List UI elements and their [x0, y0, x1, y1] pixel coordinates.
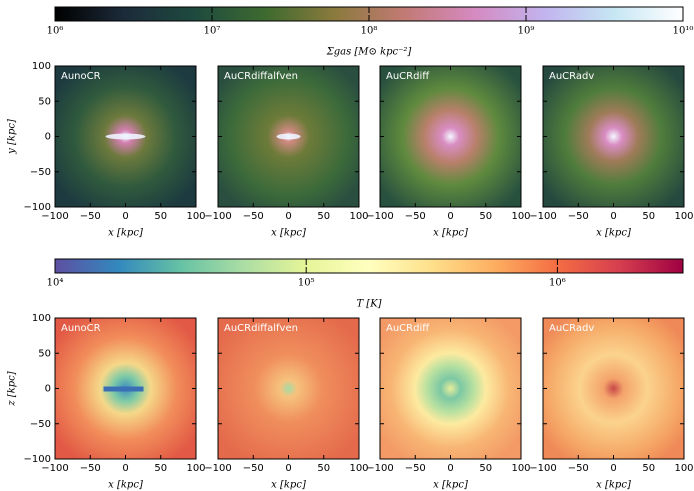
- panel-title: AuCRadv: [549, 323, 594, 334]
- y-tick-label: 100: [32, 313, 51, 324]
- x-tick-label: −50: [568, 211, 589, 222]
- colorbar-tick-label: 10⁸: [361, 26, 378, 37]
- disk: [106, 134, 146, 140]
- x-axis-label: x [kpc]: [108, 228, 143, 239]
- x-tick-label: 0: [122, 211, 128, 222]
- y-tick-label: −50: [30, 419, 51, 430]
- x-tick-label: −100: [366, 463, 393, 474]
- map-image: [543, 318, 684, 459]
- x-tick-label: 50: [154, 211, 167, 222]
- y-tick-label: 0: [45, 384, 51, 395]
- x-tick-label: −50: [405, 211, 426, 222]
- x-axis-label: x [kpc]: [271, 480, 306, 491]
- x-axis-label: x [kpc]: [433, 228, 468, 239]
- x-tick-label: −100: [529, 211, 556, 222]
- x-tick-label: 100: [674, 463, 693, 474]
- x-tick-label: 0: [285, 463, 291, 474]
- x-tick-label: 100: [511, 211, 530, 222]
- x-tick-label: 50: [479, 211, 492, 222]
- y-tick-label: 100: [32, 61, 51, 72]
- x-tick-label: 100: [186, 463, 205, 474]
- x-tick-label: −100: [204, 463, 231, 474]
- disk: [277, 134, 301, 140]
- x-axis-label: x [kpc]: [596, 480, 631, 491]
- x-tick-label: 50: [642, 211, 655, 222]
- x-tick-label: 0: [610, 211, 616, 222]
- x-tick-label: 50: [154, 463, 167, 474]
- x-tick-label: −50: [243, 211, 264, 222]
- colorbar: [55, 259, 683, 273]
- x-tick-label: 50: [317, 463, 330, 474]
- x-tick-label: −50: [405, 463, 426, 474]
- colorbar-tick-label: 10⁶: [549, 278, 566, 289]
- map-image: [380, 66, 521, 207]
- panel-title: AunoCR: [61, 71, 101, 82]
- x-tick-label: 50: [479, 463, 492, 474]
- colorbar-tick-label: 10⁷: [204, 26, 221, 37]
- x-tick-label: −100: [529, 463, 556, 474]
- colorbar-label: T [K]: [356, 299, 381, 310]
- y-tick-label: −50: [30, 167, 51, 178]
- y-tick-label: 50: [38, 96, 51, 107]
- x-tick-label: 100: [186, 211, 205, 222]
- x-tick-label: −50: [80, 211, 101, 222]
- map-image: [543, 66, 684, 207]
- y-tick-label: 50: [38, 348, 51, 359]
- x-tick-label: 0: [122, 463, 128, 474]
- x-tick-label: 0: [610, 463, 616, 474]
- x-axis-label: x [kpc]: [433, 480, 468, 491]
- figure: 10⁶ 10⁷ 10⁸ 10⁹ 10¹⁰ Σgas [M⊙ kpc⁻²] AunoCR −10…: [0, 0, 694, 491]
- panel-title: AuCRadv: [549, 71, 594, 82]
- x-axis-label: x [kpc]: [271, 228, 306, 239]
- x-tick-label: 100: [674, 211, 693, 222]
- x-tick-label: −50: [568, 463, 589, 474]
- y-tick-label: 0: [45, 132, 51, 143]
- x-tick-label: −50: [80, 463, 101, 474]
- panel-title: AuCRdiffalfven: [224, 71, 298, 82]
- x-tick-label: −50: [243, 463, 264, 474]
- x-tick-label: 0: [447, 211, 453, 222]
- map-image: [218, 318, 359, 459]
- colorbar-tick-label: 10⁶: [47, 26, 64, 37]
- colorbar-tick-label: 10⁵: [298, 278, 315, 289]
- x-tick-label: 50: [317, 211, 330, 222]
- x-axis-label: x [kpc]: [108, 480, 143, 491]
- x-tick-label: 0: [285, 211, 291, 222]
- colorbar-tick-label: 10⁹: [518, 26, 535, 37]
- x-tick-label: −100: [204, 211, 231, 222]
- x-axis-label: x [kpc]: [596, 228, 631, 239]
- y-axis-label: z [kpc]: [7, 371, 18, 406]
- panel-title: AuCRdiff: [386, 323, 430, 334]
- panel-title: AunoCR: [61, 323, 101, 334]
- colorbar-tick-label: 10⁴: [47, 278, 64, 289]
- y-tick-label: −100: [24, 454, 51, 465]
- panel-title: AuCRdiff: [386, 71, 430, 82]
- colorbar-label: Σgas [M⊙ kpc⁻²]: [326, 47, 412, 58]
- map-image: [380, 318, 521, 459]
- x-tick-label: 0: [447, 463, 453, 474]
- x-tick-label: 50: [642, 463, 655, 474]
- disk: [104, 387, 144, 392]
- panel-title: AuCRdiffalfven: [224, 323, 298, 334]
- y-tick-label: −100: [24, 202, 51, 213]
- colorbar-tick-label: 10¹⁰: [673, 26, 694, 37]
- y-axis-label: y [kpc]: [7, 119, 18, 155]
- x-tick-label: 100: [511, 463, 530, 474]
- x-tick-label: −100: [366, 211, 393, 222]
